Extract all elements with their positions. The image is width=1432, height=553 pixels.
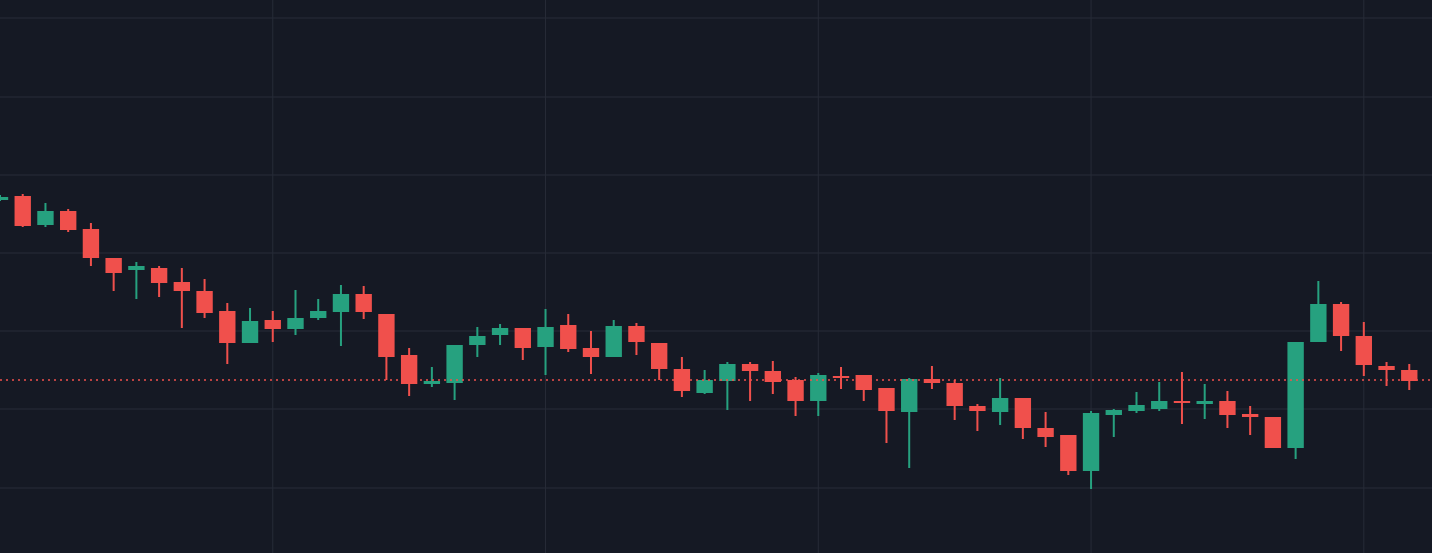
candle-body (14, 196, 31, 226)
candle-body (1173, 401, 1191, 403)
candle-body (423, 381, 441, 384)
candle-body (1128, 405, 1145, 411)
candle-body (923, 379, 941, 383)
candle-body (741, 364, 759, 371)
candle-body (1196, 401, 1213, 404)
candle-body (491, 328, 509, 335)
candle-body (241, 321, 259, 343)
candle-body (1310, 304, 1327, 342)
candle-body (673, 369, 691, 391)
candle-body (991, 398, 1009, 412)
candle-body (82, 229, 100, 258)
candle-body (105, 258, 122, 273)
candle-body (60, 211, 77, 230)
candle-body (1151, 401, 1168, 409)
candle-body (128, 266, 145, 270)
candle-body (514, 328, 531, 348)
candle-body (650, 343, 668, 369)
candle-body (1401, 370, 1418, 381)
candle-body (0, 197, 9, 200)
candle-body (150, 268, 168, 283)
candle-body (355, 294, 372, 312)
candle-body (1060, 435, 1077, 471)
candle-body (400, 355, 418, 384)
candle-body (173, 282, 191, 291)
candle-body (310, 311, 327, 318)
candle-body (287, 318, 304, 329)
candle-body (469, 336, 486, 345)
candle-body (832, 376, 850, 378)
candle-body (332, 294, 350, 312)
candle-body (1264, 417, 1282, 448)
candle-body (764, 371, 782, 382)
candle-body (1105, 410, 1122, 415)
candle-body (1014, 398, 1032, 428)
candle-body (969, 406, 986, 411)
candle-body (810, 375, 827, 401)
candle-body (219, 311, 236, 343)
candle-body (696, 380, 713, 393)
candle-body (1082, 413, 1100, 471)
candle-body (1355, 336, 1372, 365)
candle-body (605, 326, 622, 357)
candle-body (537, 327, 554, 347)
candle-body (1378, 366, 1395, 370)
candle-body (560, 325, 577, 349)
candle-body (582, 348, 600, 357)
candle-body (1037, 428, 1054, 437)
candle-body (378, 314, 395, 357)
candle-body (196, 291, 213, 313)
candle-body (1287, 342, 1304, 448)
candle-body (946, 383, 963, 406)
candle-body (1241, 414, 1259, 417)
candle-body (878, 388, 895, 411)
candle-body (628, 326, 645, 342)
candle-body (787, 380, 804, 401)
candle-body (446, 345, 463, 383)
candle-body (1219, 401, 1236, 415)
candle-body (855, 375, 872, 390)
candle-body (901, 379, 918, 412)
candle-body (719, 364, 736, 381)
candle-body (264, 320, 281, 329)
candle-body (37, 211, 54, 225)
candle-body (1332, 304, 1350, 336)
